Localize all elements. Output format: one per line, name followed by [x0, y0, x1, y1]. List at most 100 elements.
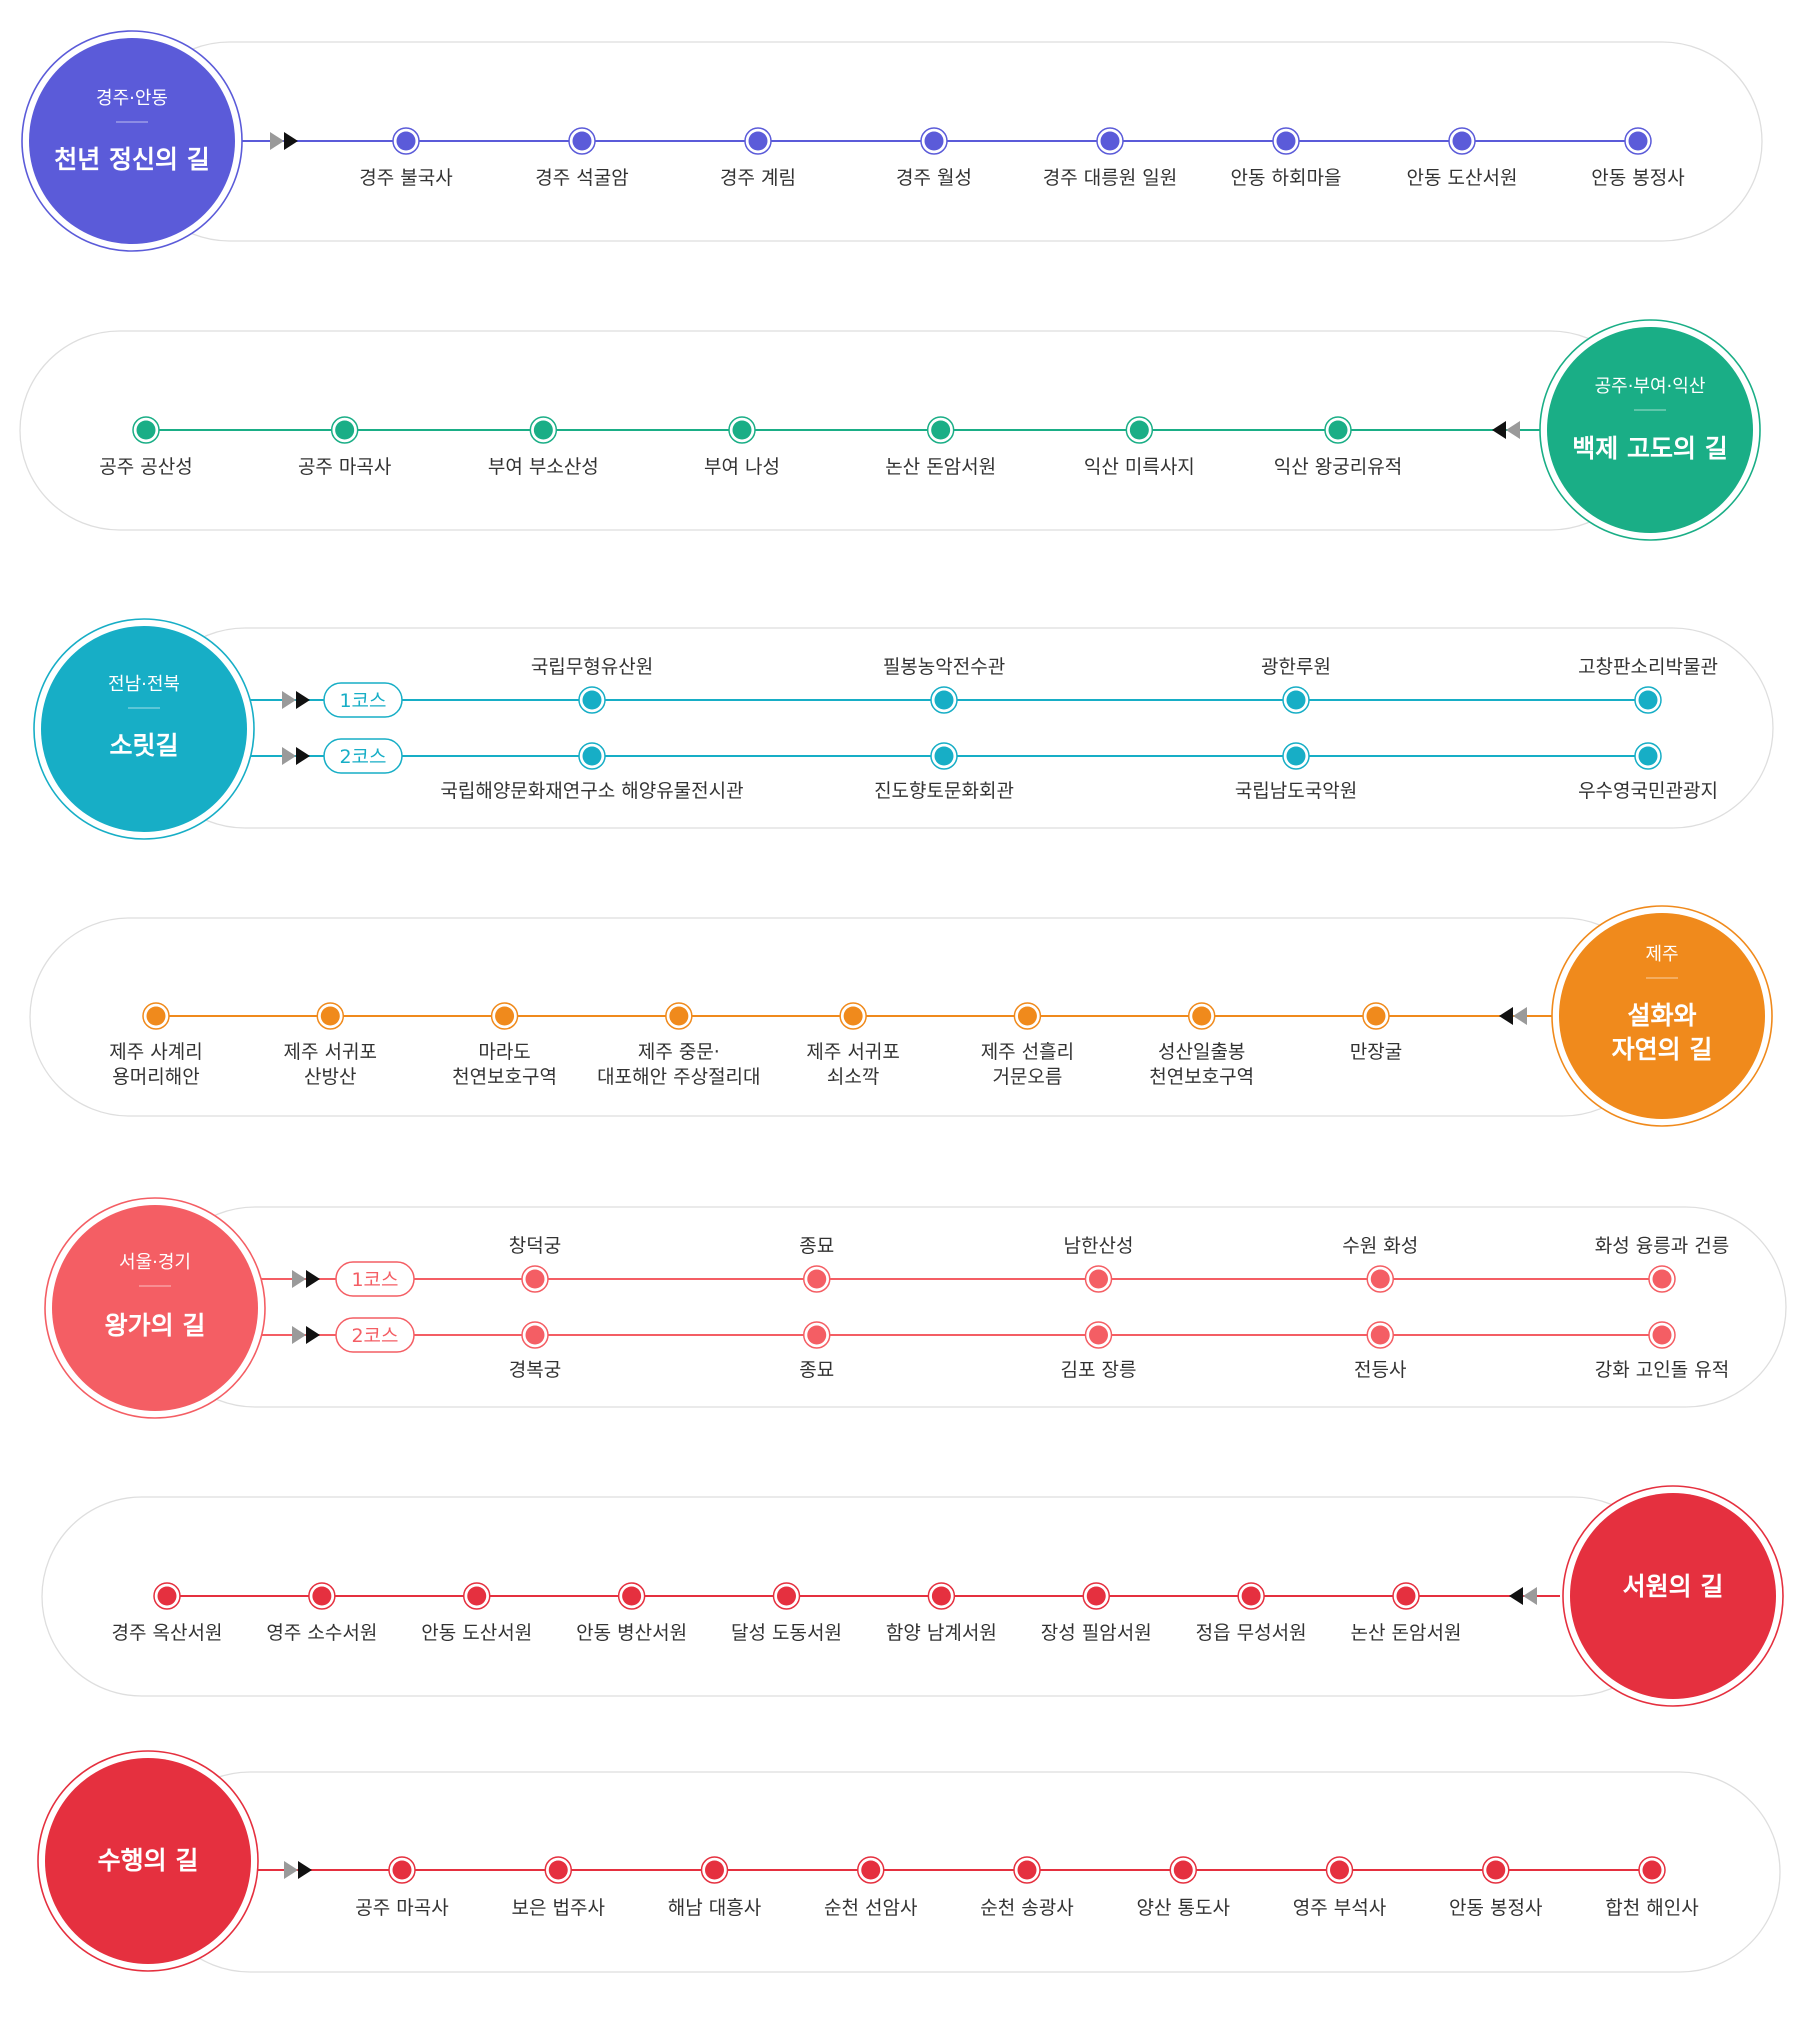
- stop-marker[interactable]: [1624, 127, 1652, 155]
- stop-marker[interactable]: [578, 686, 606, 714]
- stop-marker[interactable]: [1082, 1582, 1110, 1610]
- stop-marker[interactable]: [1169, 1856, 1197, 1884]
- course1-badge[interactable]: [335, 1261, 415, 1297]
- stop-marker[interactable]: [803, 1265, 831, 1293]
- stop-label: 우수영국민관광지: [1578, 780, 1718, 802]
- stop-marker[interactable]: [1392, 1582, 1420, 1610]
- stop-marker[interactable]: [568, 127, 596, 155]
- stop-marker[interactable]: [142, 1002, 170, 1030]
- stop-label: 안동 도산서원: [421, 1622, 532, 1644]
- stop-marker[interactable]: [153, 1582, 181, 1610]
- stop-marker[interactable]: [1325, 1856, 1354, 1884]
- stop-marker[interactable]: [1324, 416, 1352, 444]
- stop-marker[interactable]: [544, 1856, 572, 1884]
- stop-marker[interactable]: [529, 416, 558, 444]
- stop-label: 공주 공산성: [99, 456, 192, 478]
- route-badge[interactable]: [1570, 1493, 1776, 1699]
- stop-marker[interactable]: [617, 1582, 646, 1610]
- stop-marker[interactable]: [463, 1582, 491, 1610]
- stop-marker[interactable]: [1125, 416, 1154, 444]
- stop-marker[interactable]: [1013, 1856, 1041, 1884]
- stop-label: 제주 서귀포: [284, 1041, 377, 1063]
- stop-marker[interactable]: [1084, 1321, 1113, 1349]
- stop-marker-dot: [777, 1586, 796, 1606]
- stop-marker[interactable]: [839, 1002, 867, 1030]
- route-seowon: 서원의 길경주 옥산서원 영주 소수서원 안동 도산서원 안동 병산서원 달성 도동서원…: [41, 1485, 1784, 1707]
- arrow-icon: [282, 691, 296, 709]
- stop-marker[interactable]: [1272, 127, 1300, 155]
- stop-marker[interactable]: [1648, 1265, 1676, 1293]
- stop-marker[interactable]: [521, 1265, 549, 1293]
- stop-label: 광한루원: [1261, 656, 1331, 678]
- stop-marker-dot: [1017, 1860, 1037, 1880]
- stop-marker[interactable]: [490, 1002, 519, 1030]
- stop-marker-dot: [495, 1006, 515, 1026]
- stop-marker-dot: [843, 1006, 863, 1026]
- stop-marker[interactable]: [1482, 1856, 1510, 1884]
- stop-marker[interactable]: [1638, 1856, 1666, 1884]
- stop-marker[interactable]: [1084, 1265, 1113, 1293]
- stop-marker[interactable]: [700, 1856, 729, 1884]
- stop-marker[interactable]: [308, 1582, 336, 1610]
- stop-marker[interactable]: [578, 742, 606, 770]
- course1-badge[interactable]: [323, 682, 403, 718]
- stop-marker[interactable]: [665, 1002, 693, 1030]
- route-badge[interactable]: [1547, 327, 1753, 533]
- route-badge[interactable]: [29, 38, 235, 244]
- stop-marker[interactable]: [1187, 1002, 1216, 1030]
- stop-marker[interactable]: [132, 416, 160, 444]
- stop-marker[interactable]: [388, 1856, 416, 1884]
- course2-badge[interactable]: [323, 738, 403, 774]
- stop-marker[interactable]: [1448, 127, 1476, 155]
- stop-marker[interactable]: [728, 416, 756, 444]
- stop-marker[interactable]: [772, 1582, 801, 1610]
- arrow-icon: [270, 132, 284, 150]
- stop-marker[interactable]: [803, 1321, 831, 1349]
- stop-marker[interactable]: [857, 1856, 885, 1884]
- stop-marker[interactable]: [316, 1002, 345, 1030]
- stop-marker[interactable]: [1362, 1002, 1390, 1030]
- route-badge[interactable]: [1559, 913, 1765, 1119]
- stop-marker[interactable]: [1634, 742, 1662, 770]
- stop-marker[interactable]: [1013, 1002, 1042, 1030]
- stop-marker-dot: [807, 1269, 827, 1289]
- stop-marker-dot: [548, 1860, 568, 1880]
- stop-marker[interactable]: [392, 127, 420, 155]
- stop-marker[interactable]: [930, 742, 958, 770]
- stop-label: 고창판소리박물관: [1578, 656, 1718, 678]
- stop-marker[interactable]: [920, 127, 948, 155]
- stop-marker[interactable]: [1282, 742, 1310, 770]
- stop-marker[interactable]: [1096, 127, 1124, 155]
- route-badge[interactable]: [41, 626, 247, 832]
- stop-marker[interactable]: [1366, 1265, 1394, 1293]
- stop-marker[interactable]: [1648, 1321, 1676, 1349]
- stop-label: 안동 도산서원: [1407, 167, 1518, 189]
- stop-marker[interactable]: [521, 1321, 549, 1349]
- stop-label: 수원 화성: [1342, 1235, 1418, 1257]
- stop-marker[interactable]: [927, 1582, 956, 1610]
- stop-marker[interactable]: [930, 686, 958, 714]
- stop-marker-dot: [861, 1860, 881, 1880]
- stop-marker[interactable]: [1634, 686, 1662, 714]
- stop-marker[interactable]: [1366, 1321, 1394, 1349]
- stop-marker-dot: [1452, 131, 1472, 151]
- route-badge[interactable]: [52, 1205, 258, 1411]
- stop-label: 산방산: [304, 1066, 356, 1088]
- stop-marker[interactable]: [744, 127, 772, 155]
- stop-label: 순천 송광사: [980, 1897, 1073, 1919]
- stop-label: 해남 대흥사: [668, 1897, 761, 1919]
- arrow-icon: [296, 747, 310, 765]
- stop-marker-dot: [1330, 1860, 1349, 1880]
- stop-marker-dot: [1129, 420, 1149, 440]
- stop-marker[interactable]: [330, 416, 359, 444]
- arrow-icon: [292, 1270, 306, 1288]
- course2-badge[interactable]: [335, 1317, 415, 1353]
- stop-label: 부여 나성: [704, 456, 780, 478]
- arrow-icon: [1509, 1587, 1523, 1605]
- route-title: 서원의 길: [1623, 1572, 1724, 1601]
- route-badge[interactable]: [45, 1758, 251, 1964]
- stop-marker[interactable]: [926, 416, 955, 444]
- stop-marker[interactable]: [1282, 686, 1310, 714]
- stop-marker[interactable]: [1237, 1582, 1265, 1610]
- arrow-icon: [1513, 1007, 1527, 1025]
